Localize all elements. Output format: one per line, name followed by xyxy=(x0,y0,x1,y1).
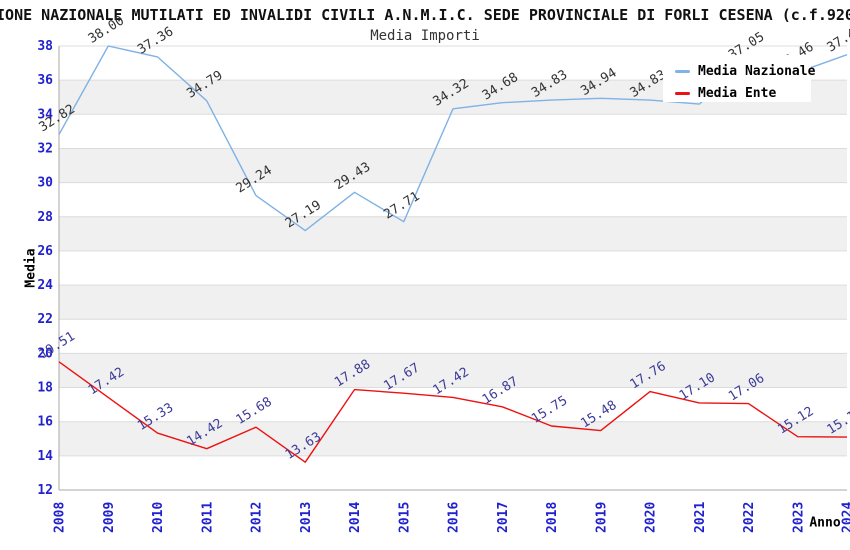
svg-text:2016: 2016 xyxy=(447,502,462,533)
svg-text:2017: 2017 xyxy=(496,502,511,533)
svg-text:2011: 2011 xyxy=(200,502,215,533)
svg-text:2021: 2021 xyxy=(693,502,708,533)
svg-text:2009: 2009 xyxy=(102,502,117,533)
svg-text:2014: 2014 xyxy=(348,502,363,533)
svg-text:32: 32 xyxy=(37,141,53,156)
legend-label: Media Nazionale xyxy=(698,63,816,79)
red-line-icon xyxy=(675,91,690,95)
svg-text:37.36: 37.36 xyxy=(135,24,176,57)
svg-text:30: 30 xyxy=(37,176,53,191)
x-axis-title: Anno xyxy=(809,515,841,531)
svg-text:36: 36 xyxy=(37,73,53,88)
svg-text:2024: 2024 xyxy=(841,502,850,533)
svg-text:26: 26 xyxy=(37,244,53,259)
svg-text:2018: 2018 xyxy=(545,502,560,533)
legend-item-media-ente: Media Ente xyxy=(675,85,811,101)
svg-text:37.49: 37.49 xyxy=(825,22,850,55)
svg-text:34: 34 xyxy=(37,107,53,122)
svg-text:2020: 2020 xyxy=(644,502,659,533)
chart-subtitle: Media Importi xyxy=(370,28,480,44)
svg-text:2013: 2013 xyxy=(299,502,314,533)
blue-line-icon xyxy=(675,69,690,73)
svg-text:18: 18 xyxy=(37,381,53,396)
svg-text:16: 16 xyxy=(37,415,53,430)
legend-label: Media Ente xyxy=(698,85,777,101)
svg-text:2012: 2012 xyxy=(250,502,265,533)
svg-text:2022: 2022 xyxy=(742,502,757,533)
chart-legend: Media Nazionale Media Ente xyxy=(663,55,815,102)
y-axis-title: Media xyxy=(23,248,39,288)
svg-text:2010: 2010 xyxy=(151,502,166,533)
svg-text:2015: 2015 xyxy=(397,502,412,533)
svg-text:24: 24 xyxy=(37,278,53,293)
svg-text:20: 20 xyxy=(37,346,53,361)
svg-text:38.00: 38.00 xyxy=(86,13,127,46)
svg-text:12: 12 xyxy=(37,483,53,498)
legend-item-media-nazionale: Media Nazionale xyxy=(675,63,815,79)
page-title: IONE NAZIONALE MUTILATI ED INVALIDI CIVI… xyxy=(0,6,850,24)
svg-text:22: 22 xyxy=(37,312,53,327)
svg-text:2019: 2019 xyxy=(594,502,609,533)
svg-text:14: 14 xyxy=(37,449,53,464)
svg-text:28: 28 xyxy=(37,210,53,225)
svg-text:2008: 2008 xyxy=(53,502,68,533)
svg-text:38: 38 xyxy=(37,39,53,54)
svg-text:2023: 2023 xyxy=(791,502,806,533)
